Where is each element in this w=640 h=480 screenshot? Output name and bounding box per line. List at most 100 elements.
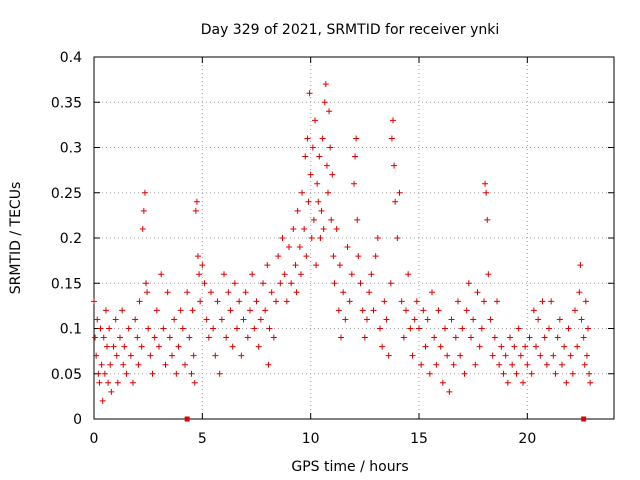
- data-point: [191, 379, 198, 386]
- data-point: [281, 271, 288, 278]
- data-point: [293, 289, 300, 296]
- data-point: [208, 289, 214, 296]
- data-point: [189, 307, 196, 314]
- data-point: [308, 235, 315, 241]
- data-point: [333, 225, 340, 232]
- data-point: [319, 135, 326, 142]
- data-point: [431, 334, 438, 341]
- data-point: [153, 307, 160, 314]
- data-point: [569, 370, 576, 377]
- data-point: [322, 81, 329, 88]
- data-point: [257, 316, 264, 323]
- data-point: [138, 343, 145, 350]
- data-point: [433, 361, 440, 368]
- data-point: [101, 370, 108, 377]
- data-point: [216, 370, 223, 377]
- data-point: [585, 325, 591, 332]
- data-point: [338, 334, 344, 341]
- data-point: [117, 334, 123, 341]
- gridlines: [94, 57, 614, 419]
- data-point: [394, 235, 401, 241]
- data-point: [361, 334, 368, 341]
- data-point: [539, 298, 546, 305]
- data-point: [577, 262, 584, 269]
- y-tick-label: 0.05: [51, 367, 82, 383]
- data-point: [429, 289, 435, 296]
- data-point: [374, 235, 381, 241]
- data-point: [188, 370, 195, 377]
- data-point: [559, 361, 565, 368]
- data-point: [390, 117, 396, 124]
- data-point: [330, 253, 337, 260]
- data-point: [581, 361, 588, 368]
- data-points: [91, 81, 594, 404]
- data-point: [144, 289, 151, 296]
- data-point: [95, 370, 102, 377]
- data-point: [108, 388, 115, 395]
- data-point: [481, 298, 487, 305]
- data-point: [105, 379, 112, 386]
- data-point: [541, 334, 548, 341]
- data-point: [336, 262, 343, 269]
- data-point: [102, 307, 109, 314]
- data-point: [405, 271, 412, 278]
- data-point: [372, 253, 379, 260]
- data-point: [141, 189, 148, 196]
- data-point: [485, 271, 492, 278]
- data-point: [385, 352, 392, 359]
- data-point: [201, 280, 208, 287]
- data-point: [487, 316, 494, 323]
- data-point: [321, 99, 328, 106]
- y-tick-label: 0.3: [60, 141, 82, 157]
- y-tick-label: 0.2: [60, 231, 82, 247]
- data-point: [379, 343, 386, 350]
- data-point: [500, 370, 507, 377]
- data-point: [340, 289, 347, 296]
- data-point: [158, 271, 165, 278]
- data-point: [184, 289, 191, 296]
- data-point: [296, 244, 303, 251]
- data-point: [104, 343, 110, 350]
- data-point: [266, 325, 273, 332]
- data-point: [550, 352, 557, 359]
- data-point: [212, 352, 219, 359]
- data-point: [392, 198, 399, 205]
- data-point: [279, 235, 286, 241]
- data-point: [354, 216, 361, 223]
- data-point: [452, 334, 459, 341]
- axis-marker: [184, 416, 190, 422]
- data-point: [543, 361, 550, 368]
- data-point: [305, 198, 312, 205]
- data-point: [231, 280, 238, 287]
- data-point: [260, 280, 266, 287]
- data-point: [312, 117, 318, 124]
- data-point: [301, 225, 308, 232]
- data-point: [236, 298, 243, 305]
- data-point: [474, 289, 481, 296]
- data-point: [325, 189, 331, 196]
- data-point: [489, 352, 496, 359]
- data-point: [502, 352, 509, 359]
- data-point: [442, 325, 448, 332]
- data-point: [290, 225, 297, 232]
- data-point: [455, 298, 461, 305]
- data-point: [314, 180, 321, 187]
- data-point: [420, 307, 427, 314]
- data-point: [344, 244, 351, 251]
- data-point: [173, 370, 180, 377]
- data-point: [359, 307, 366, 314]
- data-point: [400, 334, 407, 341]
- data-point: [318, 207, 325, 214]
- data-point: [147, 352, 154, 359]
- data-point: [149, 370, 156, 377]
- data-point: [520, 379, 526, 386]
- data-point: [171, 316, 178, 323]
- data-point: [277, 280, 284, 287]
- data-point: [446, 388, 453, 395]
- data-point: [307, 171, 314, 178]
- data-point: [491, 334, 498, 341]
- data-point: [130, 379, 136, 386]
- data-point: [457, 352, 464, 359]
- data-point: [522, 343, 529, 350]
- data-point: [151, 334, 158, 341]
